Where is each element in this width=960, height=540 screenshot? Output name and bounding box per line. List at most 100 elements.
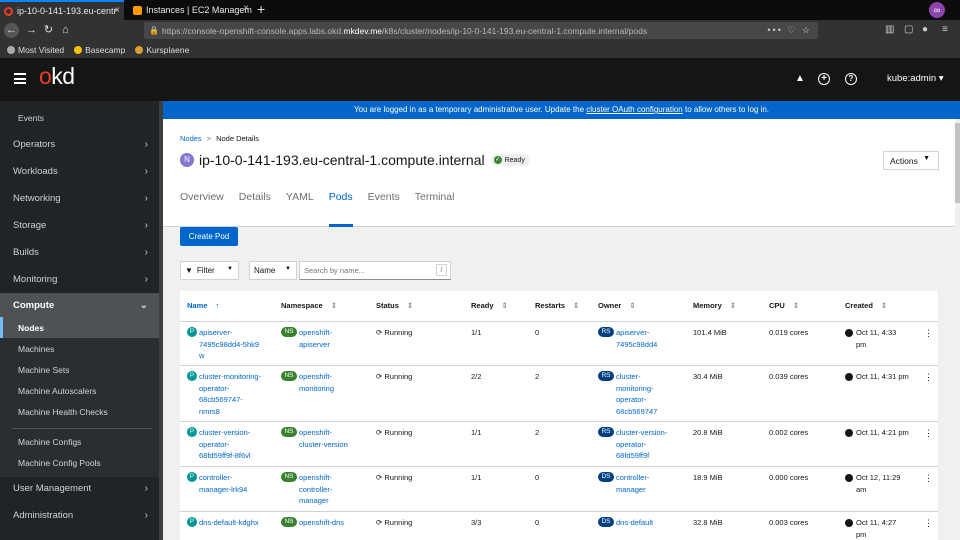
okd-logo[interactable]: okd [39, 63, 75, 89]
close-tab-icon[interactable]: × [243, 3, 249, 14]
namespace-link[interactable]: NS openshift-controller-manager [281, 472, 373, 507]
kebab-menu-icon[interactable]: ⋮ [924, 328, 933, 338]
account-icon[interactable]: ● [922, 24, 929, 35]
page-actions-icon[interactable]: ••• ♡ ☆ [767, 25, 812, 35]
owner-link[interactable]: RS apiserver- 7495c98dd4 [598, 327, 690, 350]
memory-value: 30.4 MiB [693, 372, 723, 381]
new-tab-button[interactable]: + [257, 1, 266, 17]
sidebar-item-monitoring[interactable]: Monitoring › [13, 274, 148, 285]
column-header-cpu[interactable]: CPU ⇕ [769, 301, 800, 310]
back-arrow-icon[interactable]: ← [4, 23, 19, 38]
column-header-restarts[interactable]: Restarts ⇕ [535, 301, 580, 310]
home-icon[interactable]: ⌂ [62, 24, 69, 36]
breadcrumb-nodes-link[interactable]: Nodes [180, 134, 202, 143]
notification-bell-icon[interactable]: ▲ [795, 73, 805, 84]
sidebar-subitem-machine-health-checks[interactable]: Machine Health Checks [18, 406, 108, 417]
restart-count: 0 [535, 518, 540, 527]
tab-label: ip-10-0-141-193.eu-centr [17, 6, 117, 16]
column-header-created[interactable]: Created ⇕ [845, 301, 888, 310]
sidebar-subitem-nodes[interactable]: Nodes [0, 317, 159, 338]
bookmark-basecamp[interactable]: Basecamp [74, 45, 125, 55]
forward-arrow-icon[interactable]: → [26, 24, 37, 36]
sidebar-subitem-machines[interactable]: Machines [18, 343, 55, 354]
namespace-badge-icon: NS [281, 327, 297, 337]
main-scrollbar[interactable] [955, 119, 960, 540]
sidebar-subitem-machine-configs[interactable]: Machine Configs [18, 436, 82, 447]
kebab-menu-icon[interactable]: ⋮ [924, 473, 933, 483]
column-header-ready[interactable]: Ready ⇕ [471, 301, 508, 310]
user-menu[interactable]: kube:admin ▾ [887, 73, 944, 84]
sidebar-item-administration[interactable]: Administration › [13, 510, 148, 521]
create-pod-button[interactable]: Create Pod [180, 227, 238, 246]
sidebar-item-storage[interactable]: Storage › [13, 220, 148, 231]
tab-details[interactable]: Details [238, 191, 271, 203]
gear-icon [7, 45, 15, 54]
reload-icon[interactable]: ↻ [43, 24, 54, 36]
created-timestamp: Oct 12, 11:29 am [845, 472, 925, 495]
browser-tab-okd[interactable]: ip-10-0-141-193.eu-centr × [0, 0, 124, 20]
sidebar-item-compute[interactable]: Compute ⌄ [0, 293, 159, 317]
bookmarks-bar: Most Visited Basecamp Kursplaene [0, 41, 960, 58]
pod-badge-icon: P [187, 327, 197, 337]
namespace-link[interactable]: NS openshift-monitoring [281, 371, 373, 394]
namespace-link[interactable]: NS openshift-dns [281, 517, 373, 529]
column-header-name[interactable]: Name ↑ [187, 301, 220, 310]
owner-kind-badge: DS [598, 472, 614, 482]
sidebar-item-events[interactable]: Events [18, 112, 44, 123]
column-header-status[interactable]: Status ⇕ [376, 301, 414, 310]
created-timestamp: Oct 11, 4:33 pm [845, 327, 925, 350]
tab-events[interactable]: Events [367, 191, 400, 203]
url-bar[interactable]: 🔒 https://console-openshift-console.apps… [144, 22, 818, 39]
column-header-memory[interactable]: Memory ⇕ [693, 301, 737, 310]
owner-link[interactable]: RS cluster-version-operator- 68fd59ff9f [598, 427, 690, 462]
actions-dropdown[interactable]: Actions ▼ [883, 151, 939, 170]
oauth-config-link[interactable]: cluster OAuth configuration [586, 105, 683, 114]
sidebar-toggle-icon[interactable]: ▢ [904, 24, 914, 35]
browser-tab-ec2[interactable]: Instances | EC2 Managem × [129, 0, 253, 20]
sidebar-subitem-machine-autoscalers[interactable]: Machine Autoscalers [18, 385, 97, 396]
add-icon[interactable]: + [818, 73, 830, 85]
openshift-favicon-icon [4, 6, 13, 16]
namespace-link[interactable]: NS openshift-cluster-version [281, 427, 373, 450]
sync-icon: ⟳ [376, 372, 383, 381]
owner-link[interactable]: DS dns-default [598, 517, 690, 529]
sidebar-item-operators[interactable]: Operators › [13, 139, 148, 150]
caret-down-icon: ▼ [285, 266, 291, 272]
tab-pods[interactable]: Pods [328, 191, 353, 227]
sidebar-item-workloads[interactable]: Workloads › [13, 166, 148, 177]
sidebar-item-builds[interactable]: Builds › [13, 247, 148, 258]
sidebar-subitem-machine-config-pools[interactable]: Machine Config Pools [18, 457, 101, 468]
column-header-owner[interactable]: Owner ⇕ [598, 301, 636, 310]
bookmark-kursplaene[interactable]: Kursplaene [135, 45, 189, 55]
bookmark-most-visited[interactable]: Most Visited [7, 45, 64, 55]
library-icon[interactable]: ▥ [885, 24, 895, 35]
filter-dropdown[interactable]: ▼ Filter ▼ [180, 261, 239, 280]
menu-icon[interactable]: ≡ [942, 24, 948, 35]
name-select[interactable]: Name ▼ [249, 261, 297, 280]
sidebar-item-user-management[interactable]: User Management › [13, 483, 148, 494]
sidebar-subitem-machine-sets[interactable]: Machine Sets [18, 364, 70, 375]
tab-overview[interactable]: Overview [180, 191, 224, 203]
tab-terminal[interactable]: Terminal [414, 191, 455, 203]
aws-favicon-icon [133, 5, 142, 15]
kebab-menu-icon[interactable]: ⋮ [924, 372, 933, 382]
owner-link[interactable]: DS controller-manager [598, 472, 690, 495]
hamburger-menu-icon[interactable] [14, 73, 26, 84]
private-mask-icon[interactable]: ∞ [929, 2, 945, 18]
help-icon[interactable]: ? [845, 73, 857, 85]
close-tab-icon[interactable]: × [114, 5, 120, 16]
tab-yaml[interactable]: YAML [285, 191, 314, 203]
search-input[interactable] [299, 261, 451, 280]
sidebar-item-networking[interactable]: Networking › [13, 193, 148, 204]
kebab-menu-icon[interactable]: ⋮ [924, 428, 933, 438]
owner-link[interactable]: RS cluster-monitoring-operator- 68cb569747 [598, 371, 690, 417]
kebab-menu-icon[interactable]: ⋮ [924, 518, 933, 528]
sidebar-scrollbar[interactable] [159, 101, 163, 540]
column-header-namespace[interactable]: Namespace ⇕ [281, 301, 337, 310]
namespace-link[interactable]: NS openshift-apiserver [281, 327, 373, 350]
